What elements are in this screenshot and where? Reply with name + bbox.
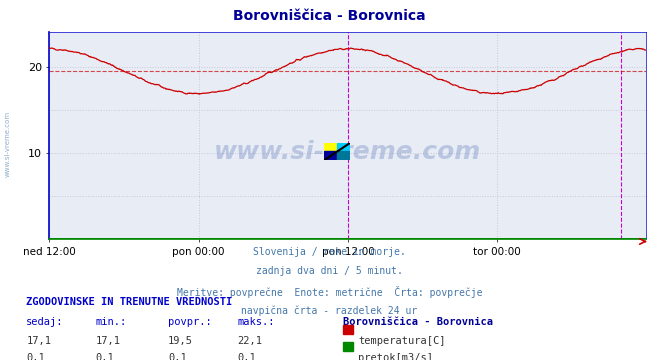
Bar	[337, 143, 351, 152]
Text: povpr.:: povpr.:	[168, 317, 212, 327]
Text: www.si-vreme.com: www.si-vreme.com	[214, 140, 481, 165]
Text: Meritve: povprečne  Enote: metrične  Črta: povprečje: Meritve: povprečne Enote: metrične Črta:…	[177, 286, 482, 298]
Bar	[324, 143, 337, 152]
Text: Borovniščica - Borovnica: Borovniščica - Borovnica	[343, 317, 493, 327]
Text: www.si-vreme.com: www.si-vreme.com	[5, 111, 11, 177]
Text: navpična črta - razdelek 24 ur: navpična črta - razdelek 24 ur	[241, 306, 418, 316]
Text: Borovniščica - Borovnica: Borovniščica - Borovnica	[233, 9, 426, 23]
Text: 0,1: 0,1	[26, 353, 45, 360]
Text: maks.:: maks.:	[237, 317, 275, 327]
Text: 17,1: 17,1	[96, 336, 121, 346]
Text: ZGODOVINSKE IN TRENUTNE VREDNOSTI: ZGODOVINSKE IN TRENUTNE VREDNOSTI	[26, 297, 233, 307]
Bar	[337, 152, 351, 160]
Text: pretok[m3/s]: pretok[m3/s]	[358, 353, 434, 360]
Bar	[324, 152, 337, 160]
Text: 0,1: 0,1	[96, 353, 114, 360]
Text: 22,1: 22,1	[237, 336, 262, 346]
Text: 17,1: 17,1	[26, 336, 51, 346]
Text: 19,5: 19,5	[168, 336, 193, 346]
Text: Slovenija / reke in morje.: Slovenija / reke in morje.	[253, 247, 406, 257]
Text: zadnja dva dni / 5 minut.: zadnja dva dni / 5 minut.	[256, 266, 403, 276]
Text: 0,1: 0,1	[168, 353, 186, 360]
Text: sedaj:: sedaj:	[26, 317, 64, 327]
Text: 0,1: 0,1	[237, 353, 256, 360]
Text: temperatura[C]: temperatura[C]	[358, 336, 446, 346]
Text: min.:: min.:	[96, 317, 127, 327]
